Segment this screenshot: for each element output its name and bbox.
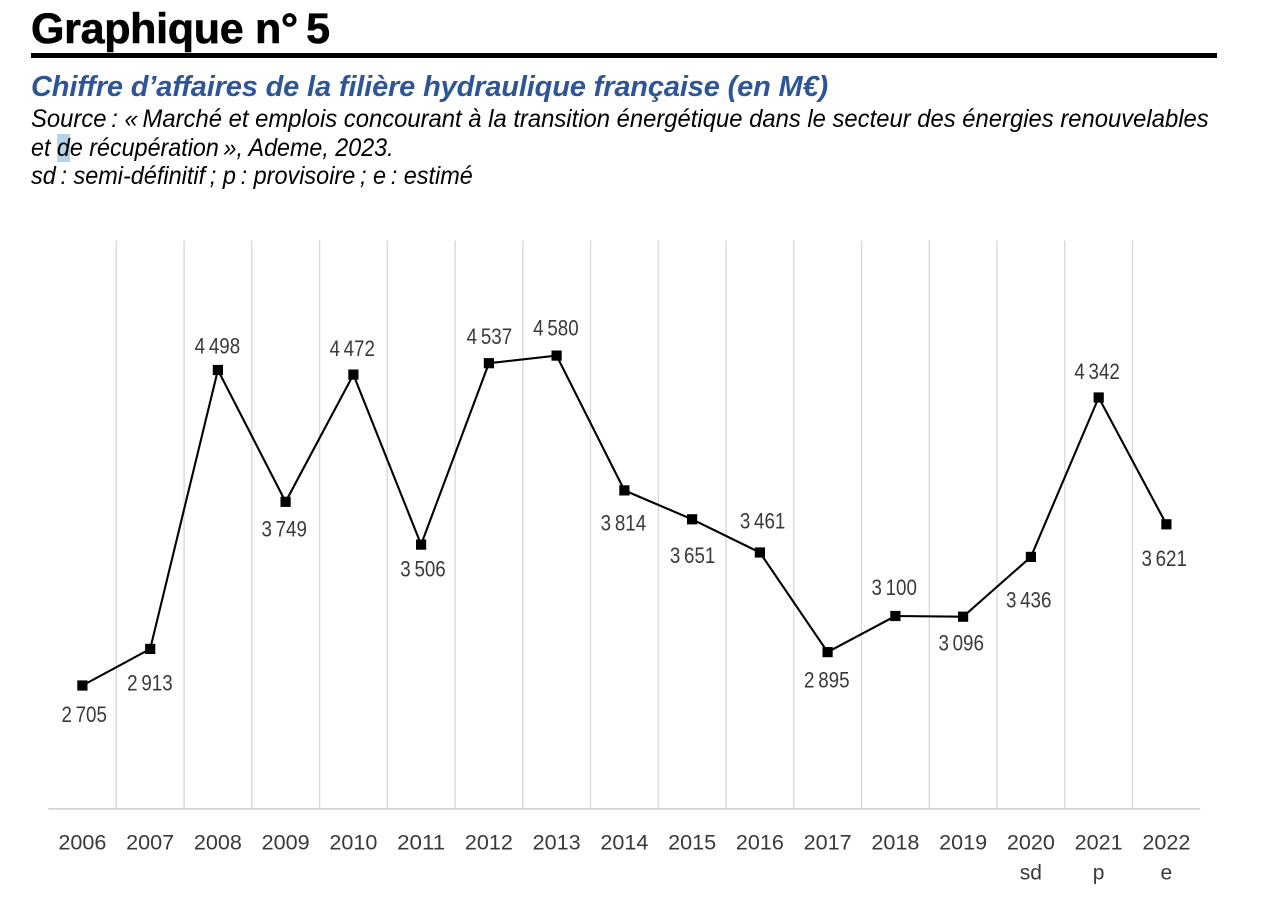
svg-text:2020: 2020	[1007, 832, 1055, 855]
svg-text:3 814: 3 814	[601, 511, 647, 536]
svg-text:4 472: 4 472	[329, 336, 375, 361]
svg-text:p: p	[1093, 862, 1105, 885]
svg-text:sd: sd	[1020, 862, 1042, 885]
svg-text:4 537: 4 537	[467, 324, 513, 349]
svg-text:2 705: 2 705	[61, 702, 107, 727]
svg-text:e: e	[1161, 862, 1173, 885]
svg-text:4 342: 4 342	[1074, 359, 1120, 384]
svg-text:2012: 2012	[465, 832, 513, 855]
svg-text:2013: 2013	[533, 832, 581, 855]
svg-text:2 895: 2 895	[804, 668, 850, 693]
svg-text:2015: 2015	[668, 832, 716, 855]
svg-text:3 436: 3 436	[1006, 588, 1052, 613]
svg-text:3 100: 3 100	[871, 575, 917, 600]
svg-text:2 913: 2 913	[127, 671, 173, 696]
svg-text:3 096: 3 096	[938, 631, 984, 656]
svg-text:2014: 2014	[600, 832, 648, 855]
svg-text:4 580: 4 580	[533, 316, 579, 341]
svg-text:2019: 2019	[939, 832, 987, 855]
svg-text:2006: 2006	[58, 832, 106, 855]
svg-text:2008: 2008	[194, 832, 242, 855]
svg-text:2011: 2011	[397, 832, 445, 855]
svg-text:3 461: 3 461	[740, 509, 786, 534]
svg-text:2016: 2016	[736, 832, 784, 855]
svg-text:2010: 2010	[329, 832, 377, 855]
svg-text:2022: 2022	[1142, 832, 1190, 855]
svg-text:3 506: 3 506	[400, 556, 446, 581]
svg-text:2021: 2021	[1075, 832, 1123, 855]
svg-text:3 749: 3 749	[261, 517, 307, 542]
svg-text:3 651: 3 651	[670, 543, 716, 568]
svg-text:2018: 2018	[871, 832, 919, 855]
svg-text:2017: 2017	[804, 832, 852, 855]
svg-text:4 498: 4 498	[195, 334, 241, 359]
svg-text:3 621: 3 621	[1141, 546, 1187, 571]
svg-text:2007: 2007	[126, 832, 174, 855]
svg-text:2009: 2009	[262, 832, 310, 855]
